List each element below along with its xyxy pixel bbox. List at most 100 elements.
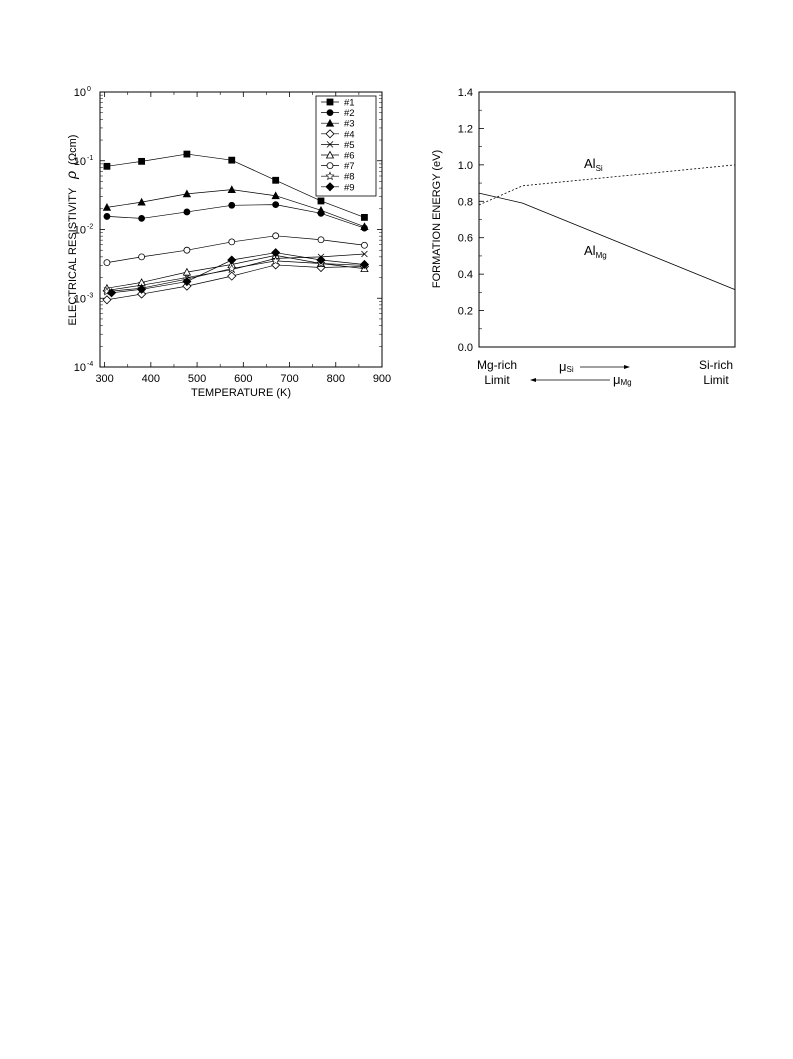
legend-label: #2 bbox=[344, 108, 355, 119]
series-n2 bbox=[103, 201, 368, 232]
series-line-al-mg bbox=[478, 192, 736, 291]
data-point bbox=[182, 276, 192, 287]
al-si-label-sub: Si bbox=[596, 164, 603, 173]
legend: #1#2#3#4#5#6#7#8#9 bbox=[315, 95, 377, 197]
left-y-axis-title: ELECTRICAL RESISTIVITY ρ (Ωcm) bbox=[63, 135, 79, 326]
mu-si-arrow: μSi bbox=[559, 359, 630, 374]
left-xtick-label: 800 bbox=[327, 373, 345, 385]
data-point bbox=[182, 281, 192, 291]
right-ytick-label: 1.0 bbox=[458, 160, 473, 172]
left-ytick-label: 10 bbox=[74, 293, 86, 305]
left-xtick-label: 500 bbox=[188, 373, 206, 385]
mu-mg-arrow-head bbox=[530, 378, 536, 382]
data-point bbox=[228, 238, 236, 246]
left-xtick-label: 700 bbox=[280, 373, 298, 385]
data-point bbox=[227, 185, 236, 194]
left-x-axis-title: TEMPERATURE (K) bbox=[191, 387, 291, 399]
data-point bbox=[361, 241, 368, 249]
left-ytick-exponent: 0 bbox=[87, 86, 91, 93]
data-point bbox=[361, 250, 368, 258]
data-point bbox=[228, 201, 236, 209]
legend-marker bbox=[325, 171, 335, 181]
data-point bbox=[317, 197, 325, 205]
data-point bbox=[103, 259, 111, 267]
right-ytick-label: 0.6 bbox=[458, 233, 473, 245]
data-point bbox=[103, 162, 111, 170]
data-point bbox=[182, 189, 192, 198]
right-plot-frame bbox=[478, 91, 736, 348]
svg-text:AlMg: AlMg bbox=[584, 243, 607, 260]
data-point bbox=[183, 246, 191, 254]
left-ytick-label: 10 bbox=[74, 87, 86, 99]
data-point bbox=[138, 253, 146, 261]
mu-mg-symbol: μ bbox=[613, 372, 621, 387]
data-point bbox=[272, 201, 280, 209]
svg-text:μMg: μMg bbox=[613, 372, 632, 387]
mg-limit-label: Limit bbox=[484, 373, 510, 387]
left-ytick-exponent: -1 bbox=[87, 155, 93, 162]
data-point bbox=[360, 222, 369, 231]
legend-marker bbox=[325, 182, 335, 192]
left-ytick-label: 10 bbox=[74, 225, 86, 237]
data-point bbox=[183, 150, 191, 158]
data-point bbox=[316, 205, 326, 214]
legend-label: #8 bbox=[344, 172, 355, 183]
left-xtick-label: 400 bbox=[142, 373, 160, 385]
legend-label: #1 bbox=[344, 98, 355, 109]
formation-energy-chart: 0.0 0.2 0.4 0.6 0.8 1.0 1.2 1.4 FORMATION ENERG… bbox=[431, 87, 736, 387]
legend-marker bbox=[326, 109, 334, 116]
svg-text:AlSi: AlSi bbox=[584, 156, 603, 173]
series-n1 bbox=[103, 150, 368, 221]
data-point bbox=[228, 156, 236, 164]
data-point bbox=[271, 191, 280, 200]
series-line bbox=[106, 235, 365, 263]
mu-si-arrow-head bbox=[624, 365, 630, 369]
al-si-label-main: Al bbox=[584, 156, 596, 171]
data-point bbox=[183, 208, 191, 216]
data-point bbox=[271, 256, 281, 265]
data-point bbox=[272, 232, 280, 240]
data-point bbox=[106, 288, 117, 298]
legend-label: #4 bbox=[344, 129, 355, 140]
data-point bbox=[361, 213, 368, 221]
left-series-group bbox=[102, 150, 369, 305]
left-xtick-label: 300 bbox=[95, 373, 113, 385]
data-point bbox=[316, 255, 326, 265]
right-y-axis-title: FORMATION ENERGY (eV) bbox=[431, 150, 443, 288]
data-point bbox=[102, 295, 112, 305]
legend-marker bbox=[326, 98, 334, 106]
right-ytick-label: 0.2 bbox=[458, 306, 473, 318]
data-point bbox=[227, 263, 237, 273]
svg-text:ELECTRICAL RESISTIVITY: ELECTRICAL RESISTIVITY ρ (Ωcm) bbox=[63, 135, 79, 326]
right-ytick-label: 1.2 bbox=[458, 123, 473, 135]
right-ytick-label: 0.4 bbox=[458, 269, 473, 281]
left-ytick-exponent: -4 bbox=[87, 361, 93, 368]
right-ytick-label: 0.8 bbox=[458, 196, 473, 208]
data-point bbox=[103, 213, 111, 220]
legend-label: #6 bbox=[344, 151, 355, 162]
data-point bbox=[271, 248, 281, 258]
left-ytick-exponent: -2 bbox=[87, 224, 93, 231]
left-xtick-label: 900 bbox=[373, 373, 391, 385]
mu-mg-sub: Mg bbox=[621, 378, 632, 387]
legend-label: #7 bbox=[344, 161, 355, 172]
data-point bbox=[272, 176, 280, 184]
data-point bbox=[137, 197, 146, 206]
legend-marker bbox=[325, 150, 335, 159]
data-point bbox=[138, 215, 146, 222]
legend-label: #3 bbox=[344, 119, 355, 130]
data-point bbox=[102, 203, 112, 211]
series-n9 bbox=[106, 248, 369, 298]
series-n3 bbox=[102, 185, 369, 231]
legend-label: #9 bbox=[344, 182, 355, 193]
left-ylabel-symbol: ρ bbox=[63, 171, 79, 180]
series-line bbox=[106, 204, 365, 229]
al-mg-label-main: Al bbox=[584, 243, 596, 258]
data-point bbox=[137, 289, 147, 299]
data-point bbox=[138, 157, 146, 165]
left-ylabel-prefix: ELECTRICAL RESISTIVITY bbox=[67, 187, 79, 325]
right-axis-ticks: 0.0 0.2 0.4 0.6 0.8 1.0 1.2 1.4 bbox=[458, 87, 484, 354]
